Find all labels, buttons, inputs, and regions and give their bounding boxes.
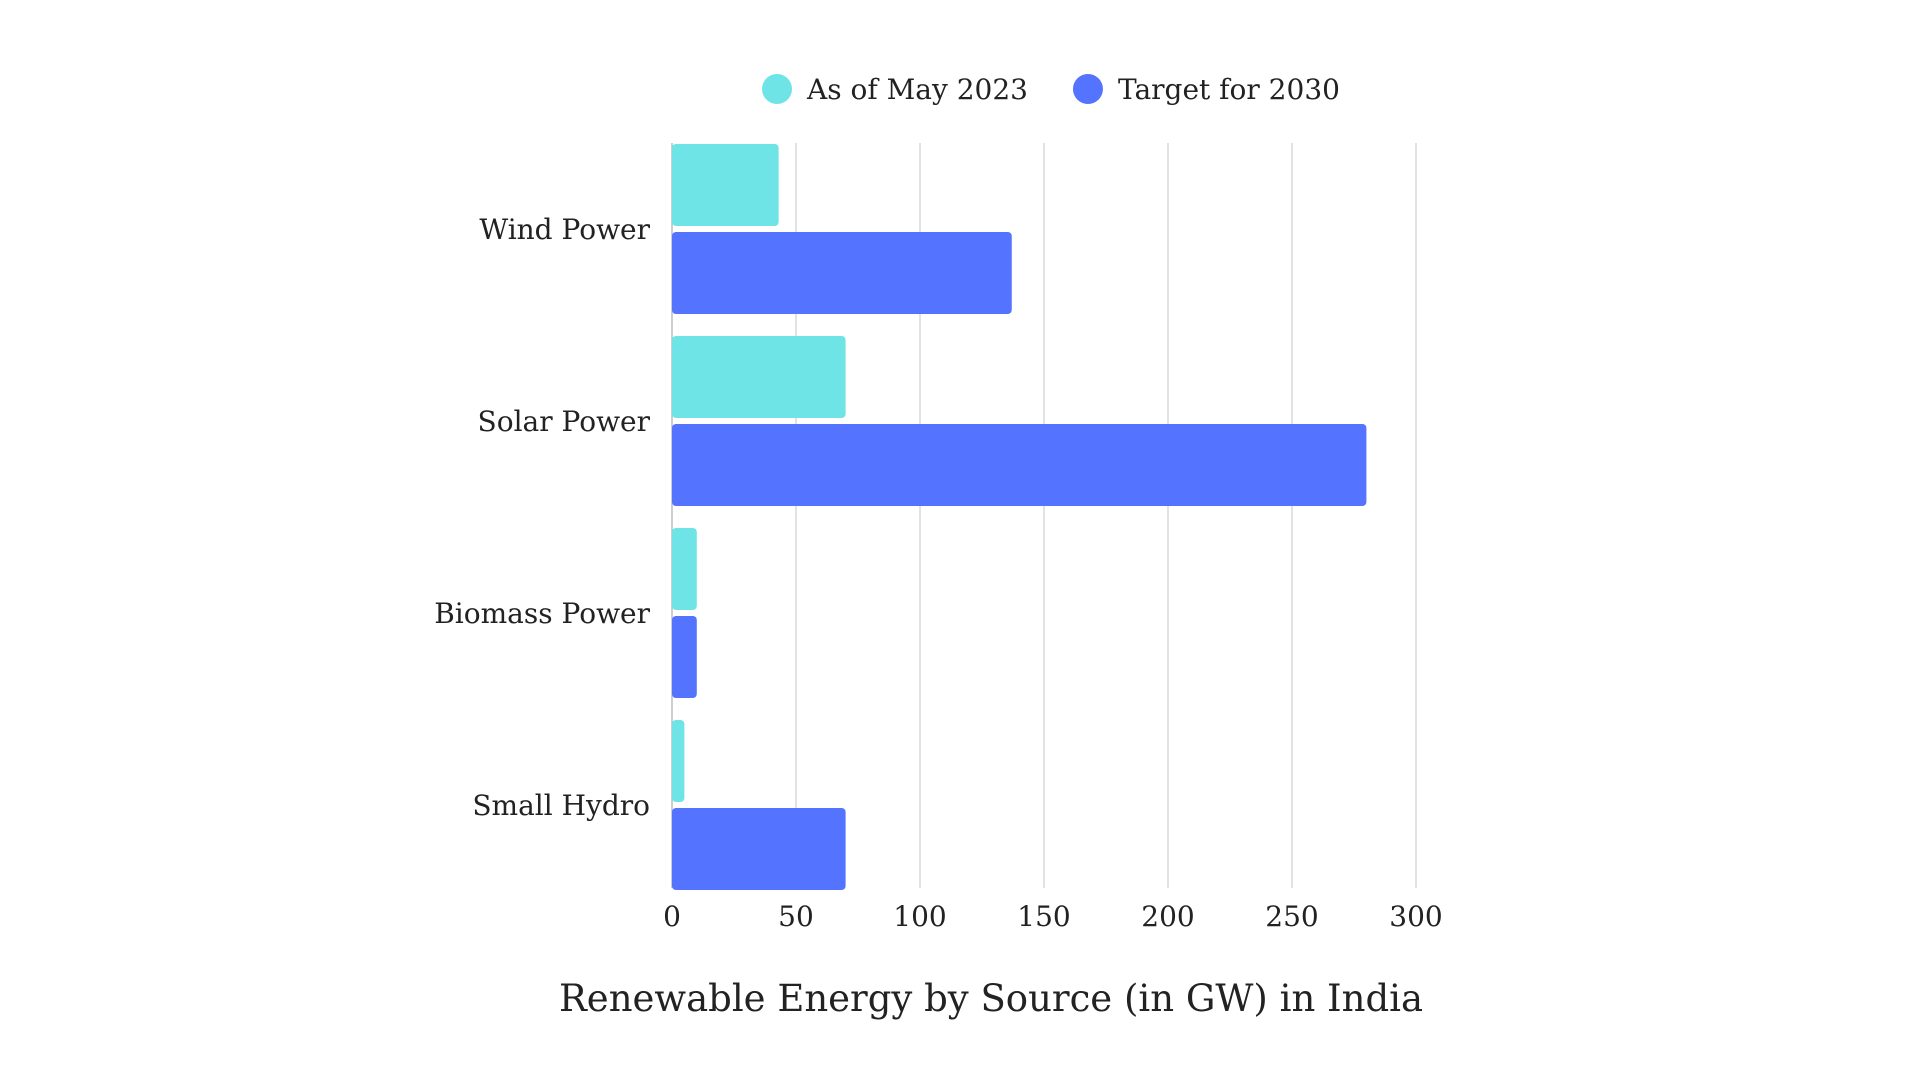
x-tick-label-150: 150 [1017, 900, 1070, 933]
legend-item-1: As of May 2023 [762, 73, 1028, 106]
bar-small-hydro-series-2 [672, 808, 846, 890]
x-tick-label-250: 250 [1265, 900, 1318, 933]
axis-layer: 0 50 100 150 200 250 300 Wind Power Solar Power B… [434, 213, 1442, 933]
legend: As of May 2023 Target for 2030 [762, 73, 1340, 106]
bar-biomass-power-series-2 [672, 616, 697, 698]
category-label-biomass-power: Biomass Power [434, 597, 650, 630]
legend-swatch-2 [1072, 74, 1103, 104]
x-tick-label-0: 0 [663, 900, 681, 933]
bar-solar-power-series-2 [672, 424, 1367, 506]
category-label-small-hydro: Small Hydro [472, 789, 650, 822]
legend-swatch-1 [762, 74, 792, 104]
legend-item-2: Target for 2030 [1072, 73, 1340, 106]
x-tick-label-200: 200 [1141, 900, 1194, 933]
legend-label-2: Target for 2030 [1118, 73, 1340, 106]
x-tick-label-50: 50 [778, 900, 814, 933]
bar-layer [672, 144, 1367, 890]
bar-wind-power-series-2 [672, 232, 1012, 314]
bar-solar-power-series-1 [672, 336, 846, 418]
x-tick-label-100: 100 [893, 900, 946, 933]
category-label-wind-power: Wind Power [479, 213, 650, 246]
x-tick-label-300: 300 [1389, 900, 1442, 933]
x-axis-title: Renewable Energy by Source (in GW) in In… [559, 977, 1423, 1020]
category-label-solar-power: Solar Power [478, 405, 651, 438]
bar-wind-power-series-1 [672, 144, 779, 226]
legend-label-1: As of May 2023 [806, 73, 1028, 106]
bar-biomass-power-series-1 [672, 528, 697, 610]
bar-small-hydro-series-1 [672, 720, 685, 802]
